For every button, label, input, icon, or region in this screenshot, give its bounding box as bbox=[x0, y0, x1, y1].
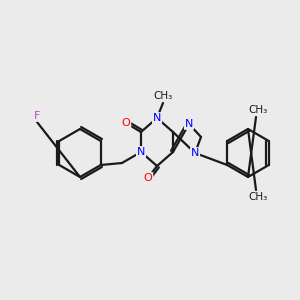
Text: F: F bbox=[34, 111, 40, 121]
Text: CH₃: CH₃ bbox=[248, 192, 268, 202]
Text: N: N bbox=[191, 148, 199, 158]
Text: N: N bbox=[153, 113, 161, 123]
Text: O: O bbox=[122, 118, 130, 128]
Text: CH₃: CH₃ bbox=[153, 91, 172, 101]
Text: N: N bbox=[137, 147, 145, 157]
Text: N: N bbox=[185, 119, 193, 129]
Text: CH₃: CH₃ bbox=[248, 105, 268, 115]
Text: O: O bbox=[144, 173, 152, 183]
